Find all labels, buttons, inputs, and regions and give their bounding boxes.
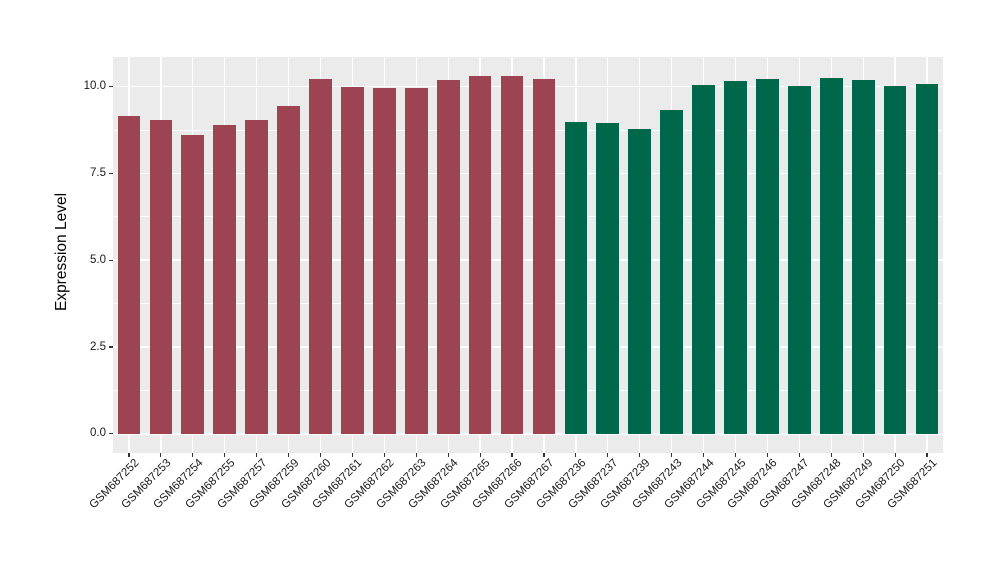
- bar: [724, 80, 747, 434]
- x-tick-mark: [766, 453, 768, 457]
- bar: [117, 116, 141, 434]
- gridline-minor: [113, 303, 943, 305]
- gridline-major: [113, 85, 943, 88]
- gridline-major: [113, 259, 943, 261]
- y-tick-label: 5.0: [90, 253, 106, 266]
- bar: [564, 122, 588, 434]
- y-tick-label: 2.5: [90, 340, 106, 353]
- x-tick-mark: [862, 453, 864, 457]
- x-tick-mark: [798, 453, 800, 457]
- bar: [341, 86, 364, 434]
- bar: [373, 88, 396, 434]
- bar: [756, 79, 779, 434]
- y-tick-label: 0.0: [90, 427, 106, 440]
- x-tick-mark: [128, 453, 130, 457]
- bar: [819, 78, 843, 434]
- x-tick-mark: [351, 453, 353, 457]
- x-tick-mark: [702, 453, 705, 457]
- x-tick-mark: [447, 453, 449, 457]
- y-tick-mark: [109, 85, 113, 88]
- plot-panel: [113, 57, 943, 453]
- bar: [532, 78, 556, 434]
- x-tick-mark: [639, 453, 641, 457]
- x-tick-mark: [192, 453, 194, 457]
- bar: [851, 80, 875, 434]
- bar: [915, 84, 939, 434]
- x-tick-mark: [830, 453, 832, 457]
- x-tick-mark: [319, 453, 322, 457]
- x-tick-mark: [575, 453, 577, 457]
- gridline-minor: [113, 216, 943, 218]
- gridline-major: [113, 172, 943, 175]
- x-tick-mark: [734, 453, 737, 457]
- bar: [596, 122, 620, 434]
- bar: [883, 85, 907, 434]
- y-tick-mark: [109, 346, 113, 348]
- bar: [181, 134, 205, 434]
- bar: [309, 78, 332, 434]
- bar: [660, 109, 683, 434]
- y-tick-label: 10.0: [83, 80, 106, 93]
- bar: [468, 75, 492, 434]
- y-tick-mark: [109, 172, 113, 174]
- bar: [500, 76, 524, 434]
- gridline-minor: [113, 129, 943, 131]
- bar: [245, 119, 268, 434]
- bar: [404, 87, 428, 434]
- gridline-minor: [113, 390, 943, 391]
- x-tick-mark: [894, 453, 896, 457]
- x-tick-mark: [511, 453, 513, 457]
- x-tick-mark: [671, 453, 673, 457]
- bar: [692, 85, 715, 434]
- bar: [149, 119, 173, 434]
- bar: [213, 124, 237, 434]
- bar: [277, 105, 300, 434]
- x-tick-mark: [479, 453, 481, 457]
- gridline-major: [113, 346, 943, 348]
- x-tick-mark: [224, 453, 226, 457]
- bar: [436, 79, 460, 434]
- y-axis: 0.0 2.5 5.0 7.5 10.0: [0, 57, 106, 453]
- x-tick-mark: [256, 453, 258, 457]
- bar: [628, 128, 652, 434]
- x-tick-mark: [160, 453, 162, 457]
- bar: [788, 85, 811, 434]
- x-tick-mark: [415, 453, 417, 457]
- x-tick-mark: [607, 453, 609, 457]
- gridline-major: [113, 433, 943, 435]
- y-tick-label: 7.5: [90, 166, 106, 179]
- x-tick-mark: [543, 453, 545, 457]
- y-tick-mark: [109, 259, 113, 261]
- x-tick-mark: [926, 453, 928, 457]
- x-axis: GSM687252 GSM687253 GSM687254 GSM687255 GSM6…: [87, 457, 943, 577]
- x-tick-mark: [383, 453, 385, 457]
- y-tick-mark: [109, 433, 113, 435]
- x-tick-mark: [287, 453, 290, 457]
